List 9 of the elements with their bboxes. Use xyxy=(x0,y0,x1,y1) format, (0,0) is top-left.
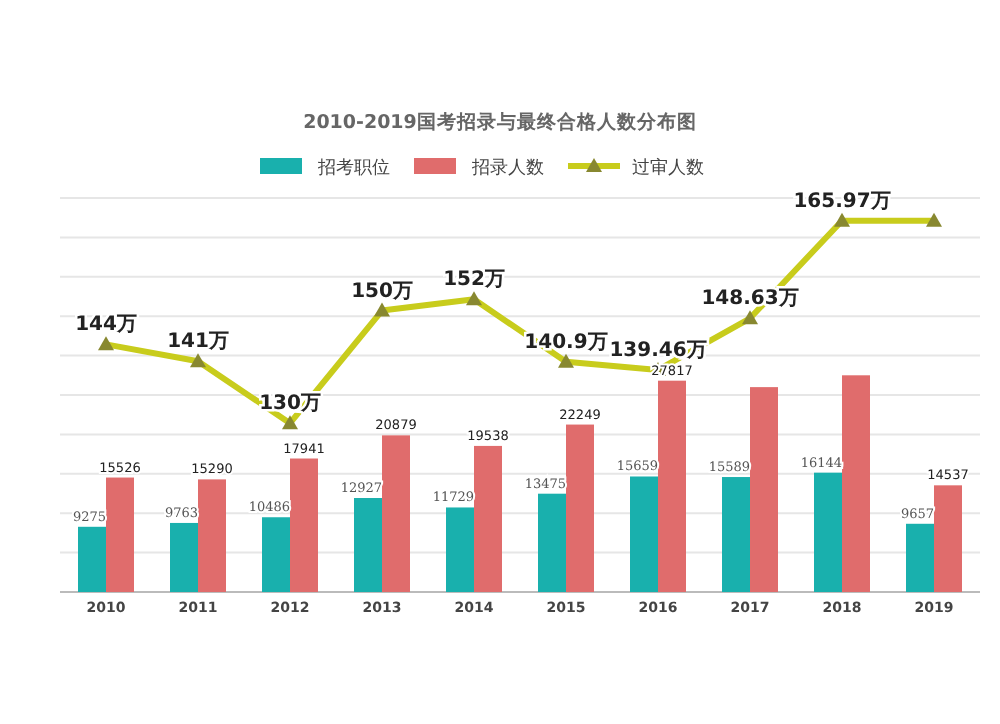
data-label: 141万 xyxy=(167,331,229,354)
chart-title: 2010-2019国考招录与最终合格人数分布图 xyxy=(303,110,697,134)
data-label: 144万 xyxy=(75,314,137,337)
legend-label: 招录人数 xyxy=(470,157,544,179)
data-label: 152万 xyxy=(443,269,505,292)
legend-label: 过审人数 xyxy=(632,157,704,179)
data-label: 165.97万 xyxy=(793,190,891,213)
legend-label: 招考职位 xyxy=(316,157,390,179)
data-label: 150万 xyxy=(351,280,413,303)
